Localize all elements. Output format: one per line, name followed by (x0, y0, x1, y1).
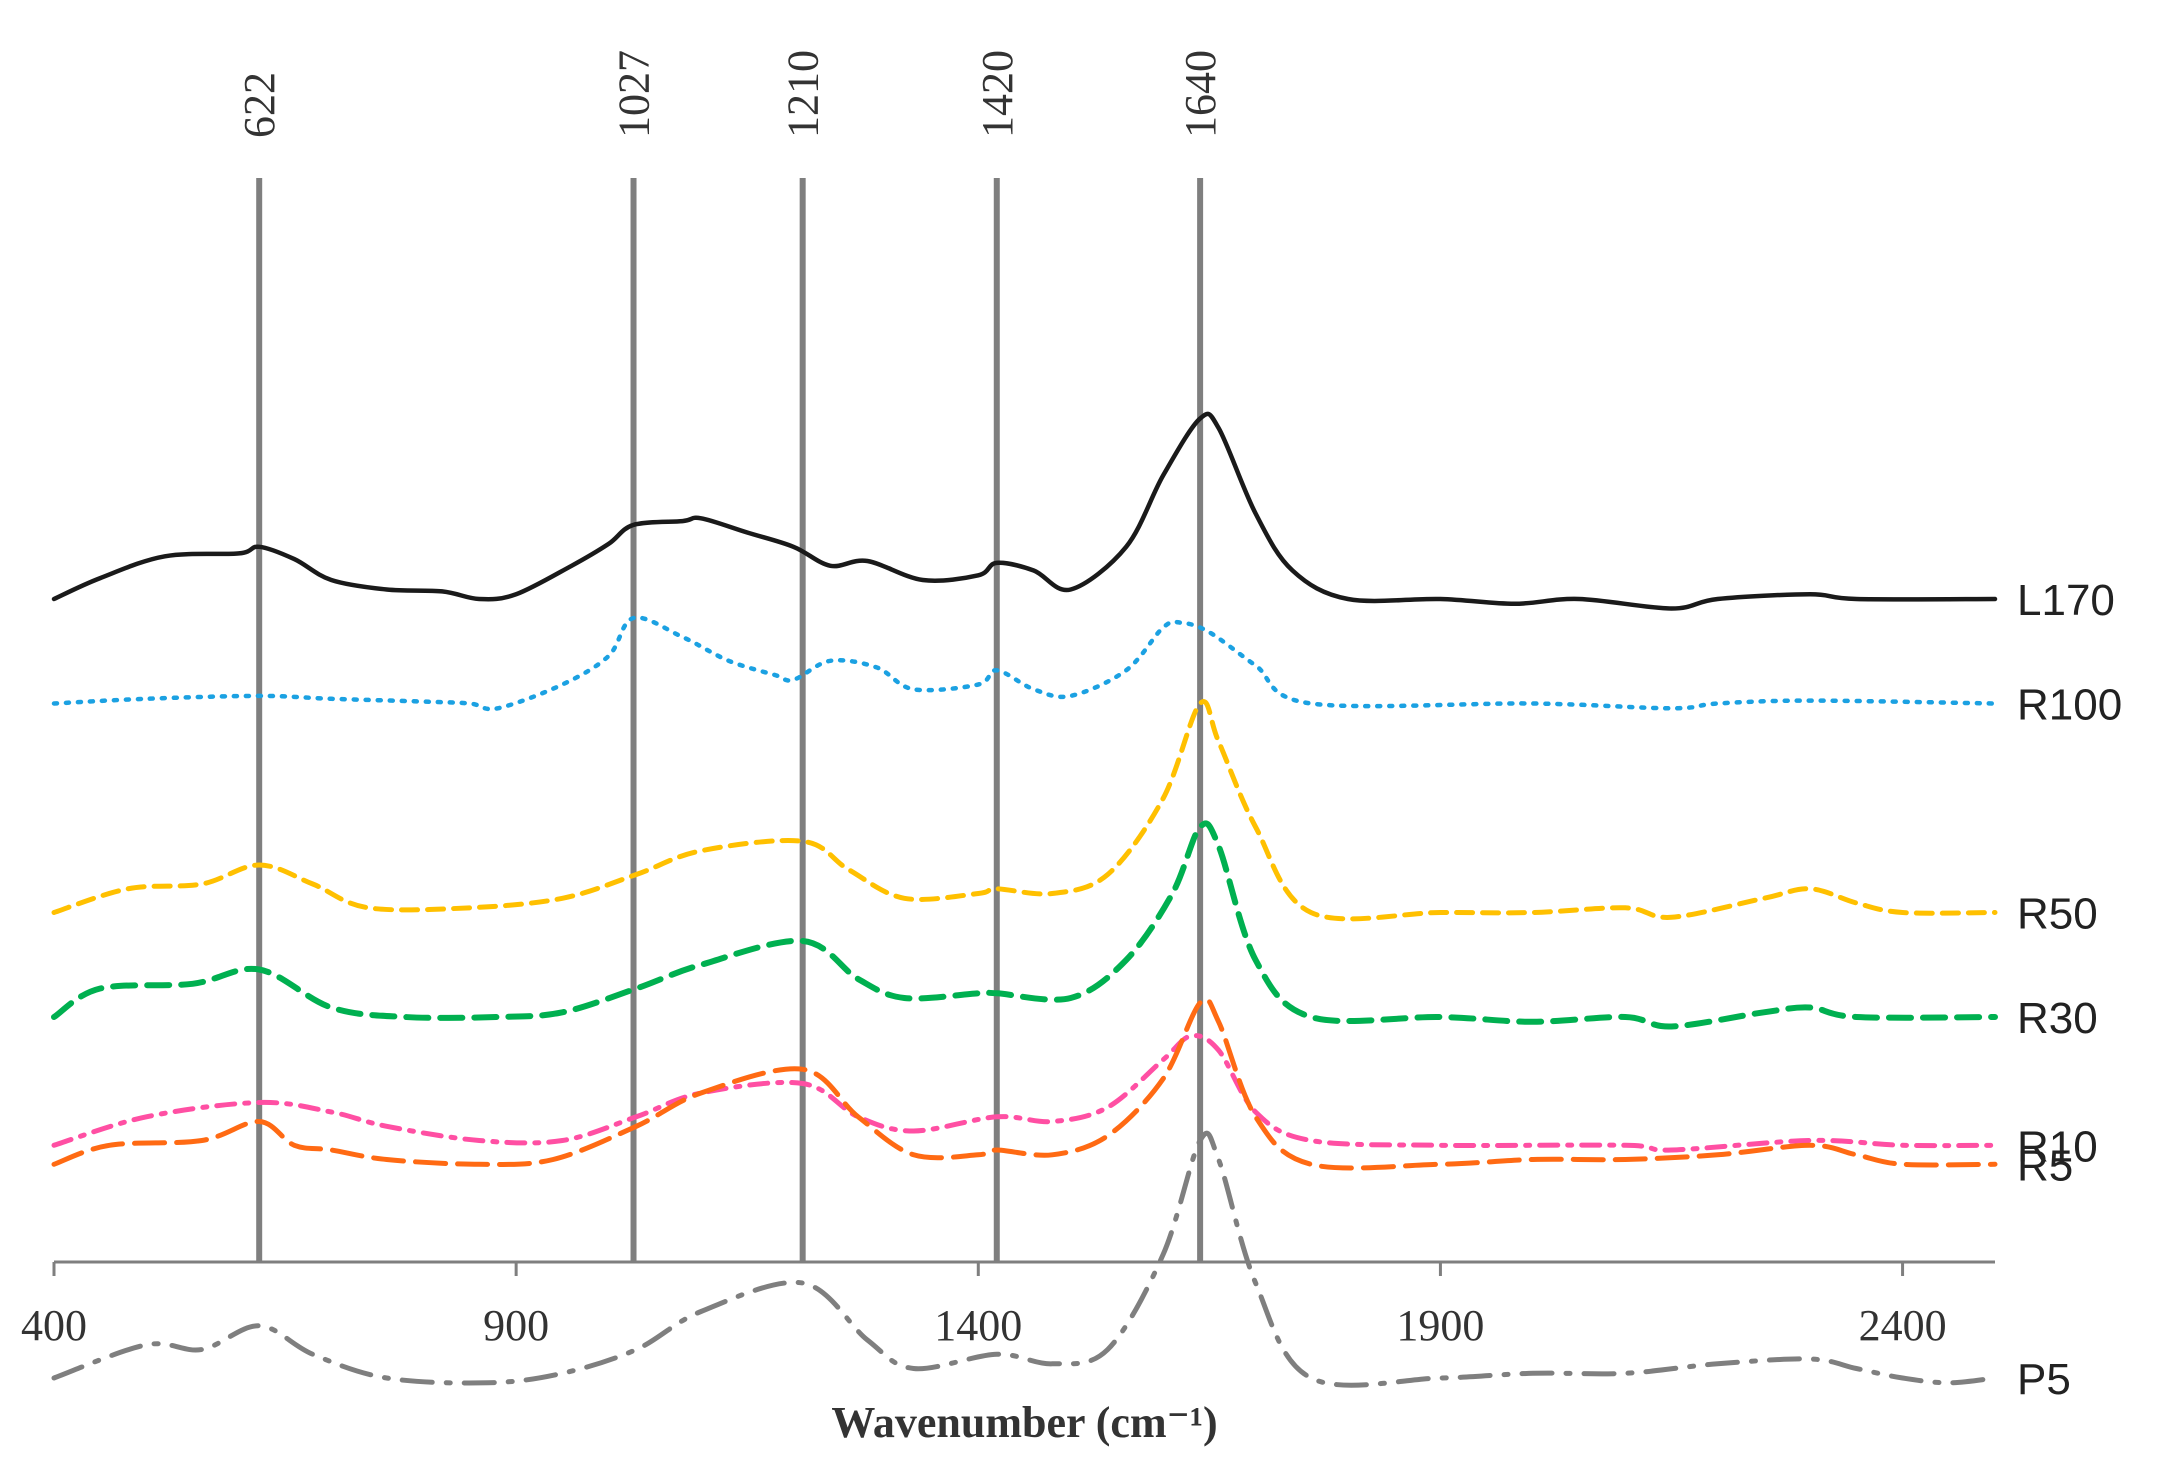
series-label-p5: P5 (2017, 1355, 2071, 1404)
series-label-r50: R50 (2017, 890, 2098, 939)
reference-lines (256, 178, 1204, 1262)
reference-label-1640: 1640 (1176, 50, 1225, 138)
reference-label-1027: 1027 (610, 50, 659, 138)
reference-label-622: 622 (235, 72, 284, 138)
x-tick-label-900: 900 (483, 1301, 549, 1350)
series-r100-line (51, 615, 1998, 712)
series-l170-line (51, 411, 1998, 611)
series-label-l170: L170 (2017, 576, 2115, 625)
series-label-r5: R5 (2017, 1141, 2073, 1190)
series-label-r100: R100 (2017, 681, 2122, 730)
series-label-r30: R30 (2017, 994, 2098, 1043)
series-p5-line (51, 1130, 1998, 1388)
reference-label-1210: 1210 (779, 50, 828, 138)
x-ticks: 400 900 1400 1900 2400 (21, 1262, 1947, 1350)
series-r5-line (51, 996, 1998, 1171)
series-r30-line (51, 820, 1998, 1030)
x-tick-label-2400: 2400 (1859, 1301, 1947, 1350)
x-axis-label: Wavenumber (cm⁻¹) (831, 1398, 1217, 1447)
x-tick-label-400: 400 (21, 1301, 87, 1350)
x-tick-label-1900: 1900 (1396, 1301, 1484, 1350)
series-label-r10: R10 (2017, 1122, 2098, 1171)
series-r50-line (51, 699, 1998, 922)
series-r10-line (51, 1033, 1998, 1153)
reference-label-1420: 1420 (973, 50, 1022, 138)
reference-labels: 622 1027 1210 1420 1640 (235, 50, 1225, 138)
series-layer (51, 411, 1998, 1388)
x-tick-label-1400: 1400 (934, 1301, 1022, 1350)
